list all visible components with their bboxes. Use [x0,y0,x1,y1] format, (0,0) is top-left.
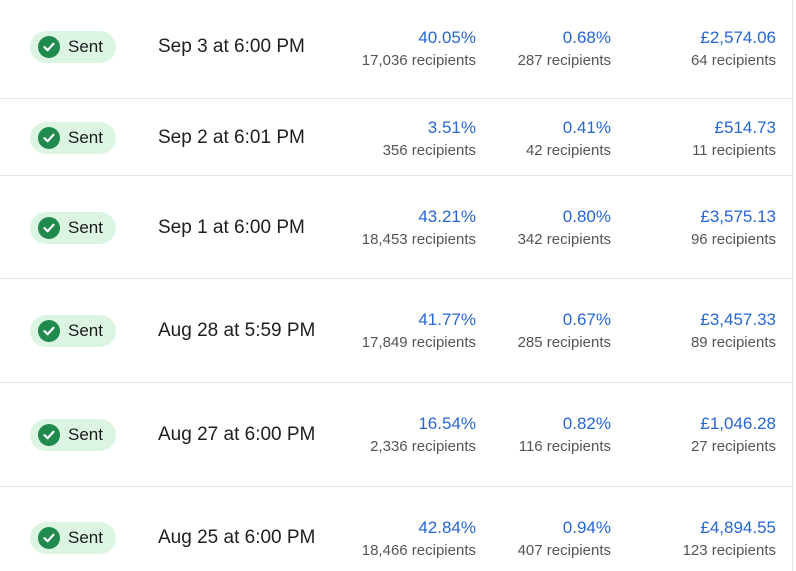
status-label: Sent [68,37,103,56]
revenue-cell: £514.73 11 recipients [692,117,776,161]
click-rate-cell: 0.41% 42 recipients [526,117,611,161]
send-date: Aug 25 at 6:00 PM [158,527,316,548]
revenue-recipients: 96 recipients [690,231,776,248]
open-rate-cell: 42.84% 18,466 recipients [362,517,476,561]
send-date: Aug 27 at 6:00 PM [158,424,316,445]
revenue-recipients: 11 recipients [692,142,776,159]
open-recipients: 18,466 recipients [361,542,476,559]
status-badge: Sent [30,522,116,554]
open-rate[interactable]: 16.54% [418,414,476,433]
open-rate-cell: 3.51% 356 recipients [383,117,476,161]
checkmark-circle-icon [38,217,60,239]
status-badge: Sent [30,122,116,154]
open-rate[interactable]: 41.77% [418,310,476,329]
open-rate[interactable]: 43.21% [418,207,476,226]
revenue-cell: £2,574.06 64 recipients [691,27,776,71]
click-recipients: 42 recipients [525,142,611,159]
click-recipients: 116 recipients [518,438,611,455]
checkmark-circle-icon [38,127,60,149]
table-row[interactable]: Sent Sep 3 at 6:00 PM 40.05% 17,036 reci… [0,0,792,99]
revenue[interactable]: £4,894.55 [700,518,776,537]
open-rate[interactable]: 40.05% [418,28,476,47]
status-badge: Sent [30,31,116,63]
send-date: Sep 2 at 6:01 PM [158,127,305,148]
table-row[interactable]: Sent Aug 28 at 5:59 PM 41.77% 17,849 rec… [0,279,792,383]
click-recipients: 342 recipients [517,231,611,248]
status-label: Sent [68,321,103,340]
revenue-recipients: 64 recipients [690,52,776,69]
click-rate[interactable]: 0.68% [562,28,611,47]
status-badge: Sent [30,419,116,451]
status-badge: Sent [30,212,116,244]
revenue[interactable]: £3,457.33 [700,310,776,329]
send-date: Sep 1 at 6:00 PM [158,217,305,238]
open-rate[interactable]: 42.84% [418,518,476,537]
revenue-cell: £3,575.13 96 recipients [691,206,776,250]
open-recipients: 18,453 recipients [361,231,476,248]
revenue[interactable]: £514.73 [714,118,776,137]
open-recipients: 2,336 recipients [370,438,476,455]
status-badge: Sent [30,315,116,347]
revenue[interactable]: £3,575.13 [700,207,776,226]
open-recipients: 356 recipients [382,142,476,159]
status-label: Sent [68,528,103,547]
checkmark-circle-icon [38,36,60,58]
revenue-recipients: 123 recipients [682,542,776,559]
click-recipients: 407 recipients [517,542,611,559]
open-recipients: 17,036 recipients [361,52,476,69]
checkmark-circle-icon [38,527,60,549]
click-rate[interactable]: 0.41% [562,118,611,137]
revenue-recipients: 89 recipients [690,334,776,351]
open-rate[interactable]: 3.51% [427,118,476,137]
revenue-cell: £1,046.28 27 recipients [691,413,776,457]
status-label: Sent [68,128,103,147]
status-label: Sent [68,218,103,237]
revenue[interactable]: £1,046.28 [700,414,776,433]
click-rate[interactable]: 0.82% [562,414,611,433]
checkmark-circle-icon [38,424,60,446]
revenue-recipients: 27 recipients [690,438,776,455]
table-row[interactable]: Sent Sep 1 at 6:00 PM 43.21% 18,453 reci… [0,176,792,279]
click-rate-cell: 0.82% 116 recipients [519,413,611,457]
checkmark-circle-icon [38,320,60,342]
status-label: Sent [68,425,103,444]
open-rate-cell: 41.77% 17,849 recipients [362,309,476,353]
click-rate-cell: 0.80% 342 recipients [518,206,611,250]
click-rate[interactable]: 0.67% [562,310,611,329]
click-recipients: 285 recipients [517,334,611,351]
open-rate-cell: 16.54% 2,336 recipients [370,413,476,457]
table-right-border [792,0,793,571]
table-row[interactable]: Sent Aug 27 at 6:00 PM 16.54% 2,336 reci… [0,383,792,487]
open-rate-cell: 43.21% 18,453 recipients [362,206,476,250]
revenue-cell: £4,894.55 123 recipients [683,517,776,561]
click-rate-cell: 0.94% 407 recipients [518,517,611,561]
click-rate[interactable]: 0.80% [562,207,611,226]
revenue-cell: £3,457.33 89 recipients [691,309,776,353]
click-rate[interactable]: 0.94% [562,518,611,537]
send-date: Sep 3 at 6:00 PM [158,36,305,57]
click-recipients: 287 recipients [517,52,611,69]
table-row[interactable]: Sent Aug 25 at 6:00 PM 42.84% 18,466 rec… [0,487,792,571]
revenue[interactable]: £2,574.06 [700,28,776,47]
send-date: Aug 28 at 5:59 PM [158,320,316,341]
open-recipients: 17,849 recipients [361,334,476,351]
click-rate-cell: 0.68% 287 recipients [518,27,611,71]
table-row[interactable]: Sent Sep 2 at 6:01 PM 3.51% 356 recipien… [0,99,792,176]
open-rate-cell: 40.05% 17,036 recipients [362,27,476,71]
click-rate-cell: 0.67% 285 recipients [518,309,611,353]
